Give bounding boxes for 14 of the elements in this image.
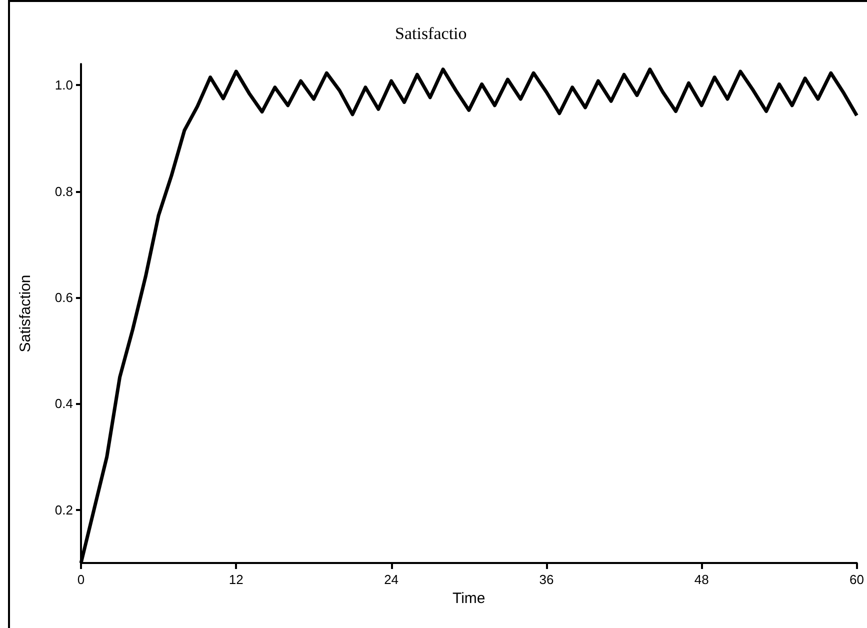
y-tick-label: 0.8	[54, 184, 73, 199]
x-tick-label: 0	[77, 572, 85, 587]
y-tick-label: 0.4	[54, 396, 73, 412]
chart-title: Satisfactio	[395, 24, 467, 43]
x-tick-label: 48	[694, 572, 709, 587]
y-tick-label: 1.0	[54, 78, 73, 93]
x-tick-label: 60	[850, 572, 864, 587]
y-tick-label: 0.2	[54, 502, 73, 518]
y-tick-label: 0.6	[54, 290, 73, 306]
x-tick-label: 12	[228, 572, 244, 587]
x-tick-label: 24	[384, 572, 399, 587]
y-axis-title: Satisfaction	[17, 274, 34, 352]
x-axis-title: Time	[452, 590, 486, 607]
x-tick-label: 36	[539, 572, 554, 587]
